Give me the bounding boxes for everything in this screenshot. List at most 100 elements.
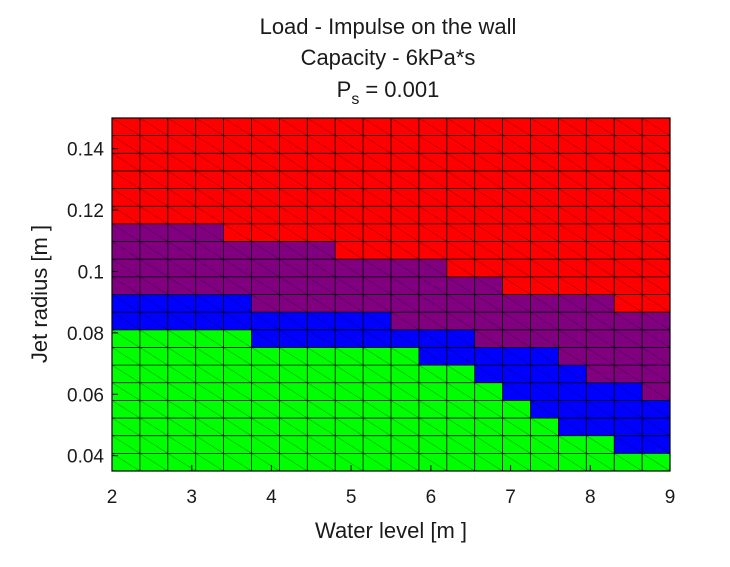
cell-diagonal — [335, 223, 364, 242]
heatmap-cell — [586, 276, 615, 295]
heatmap-cell — [530, 259, 559, 278]
heatmap-cell — [307, 276, 336, 295]
heatmap-cell — [558, 206, 587, 225]
heatmap-cell — [223, 329, 252, 348]
cell-diagonal — [279, 294, 308, 313]
cell-diagonal — [139, 453, 168, 472]
heatmap-cell — [223, 312, 252, 331]
cell-diagonal — [418, 294, 447, 313]
heatmap-cells — [111, 117, 671, 472]
heatmap-cell — [558, 347, 587, 366]
heatmap-cell — [223, 153, 252, 172]
cell-diagonal — [558, 241, 587, 260]
cell-diagonal — [586, 453, 615, 472]
cell-diagonal — [390, 205, 420, 225]
heatmap-cell — [251, 312, 280, 331]
heatmap-cell — [251, 418, 280, 436]
heatmap-cell — [418, 206, 448, 225]
heatmap-cell — [474, 206, 503, 225]
heatmap-cell — [167, 118, 196, 136]
heatmap-cell — [558, 312, 587, 331]
cell-diagonal — [307, 294, 336, 313]
heatmap-cell — [391, 170, 420, 189]
cell-diagonal — [195, 223, 224, 242]
cell-diagonal — [614, 294, 643, 313]
cell-diagonal — [586, 205, 615, 225]
cell-diagonal — [251, 205, 280, 225]
heatmap-cell — [558, 188, 587, 207]
heatmap-cell — [474, 241, 503, 260]
cell-diagonal — [335, 364, 364, 384]
heatmap-cell — [446, 223, 475, 242]
heatmap-cell — [614, 206, 643, 225]
cell-diagonal — [139, 258, 168, 278]
cell-diagonal — [307, 400, 336, 419]
heatmap-cell — [418, 188, 448, 207]
cell-diagonal — [111, 188, 141, 207]
heatmap-cell — [391, 400, 420, 419]
cell-diagonal — [446, 205, 475, 225]
cell-diagonal — [111, 276, 141, 295]
heatmap-cell — [586, 170, 615, 189]
heatmap-cell — [139, 294, 169, 313]
cell-diagonal — [446, 400, 475, 419]
heatmap-cell — [363, 382, 392, 401]
cell-diagonal — [641, 311, 671, 331]
cell-diagonal — [614, 241, 643, 260]
cell-diagonal — [111, 170, 141, 189]
heatmap-cell — [251, 241, 280, 260]
heatmap-cell — [167, 400, 196, 419]
heatmap-cell — [558, 135, 587, 154]
heatmap-cell — [586, 418, 615, 436]
heatmap-cell — [195, 118, 224, 136]
heatmap-cell — [112, 276, 141, 295]
heatmap-cell — [139, 347, 169, 366]
heatmap-cell — [586, 365, 615, 384]
heatmap-cell — [586, 223, 615, 242]
heatmap-cell — [112, 223, 141, 242]
cell-diagonal — [390, 188, 420, 207]
cell-diagonal — [586, 153, 615, 172]
heatmap-cell — [335, 382, 364, 401]
heatmap-cell — [279, 241, 308, 260]
cell-diagonal — [362, 188, 392, 207]
heatmap-cell — [112, 312, 141, 331]
heatmap-cell — [195, 188, 224, 207]
heatmap-cell — [223, 453, 252, 472]
cell-diagonal — [418, 276, 447, 295]
heatmap-cell — [139, 188, 169, 207]
cell-diagonal — [474, 400, 503, 419]
cell-diagonal — [641, 329, 671, 348]
heatmap-cell — [614, 153, 643, 172]
heatmap-cell — [530, 400, 559, 419]
ps-value: = 0.001 — [365, 77, 439, 102]
heatmap-cell — [586, 206, 615, 225]
heatmap-cell — [112, 206, 141, 225]
heatmap-cell — [418, 365, 448, 384]
heatmap-cell — [363, 418, 392, 436]
cell-diagonal — [558, 382, 587, 401]
heatmap-cell — [530, 276, 559, 295]
heatmap-cell — [139, 223, 169, 242]
cell-diagonal — [111, 311, 141, 331]
cell-diagonal — [223, 188, 252, 207]
heatmap-cell — [614, 365, 643, 384]
heatmap-cell — [307, 365, 336, 384]
heatmap-cell — [139, 259, 169, 278]
heatmap-cell — [223, 276, 252, 295]
heatmap-cell — [195, 276, 224, 295]
cell-diagonal — [446, 188, 475, 207]
cell-diagonal — [111, 153, 141, 172]
heatmap-cell — [167, 435, 196, 454]
heatmap-cell — [474, 453, 503, 472]
heatmap-cell — [167, 418, 196, 436]
cell-diagonal — [418, 170, 447, 189]
heatmap-cell — [642, 365, 671, 384]
cell-diagonal — [614, 170, 643, 189]
cell-diagonal — [195, 311, 224, 331]
cell-diagonal — [558, 329, 587, 348]
heatmap-cell — [195, 365, 224, 384]
cell-diagonal — [418, 435, 447, 454]
cell-diagonal — [641, 453, 671, 472]
cell-diagonal — [418, 188, 447, 207]
